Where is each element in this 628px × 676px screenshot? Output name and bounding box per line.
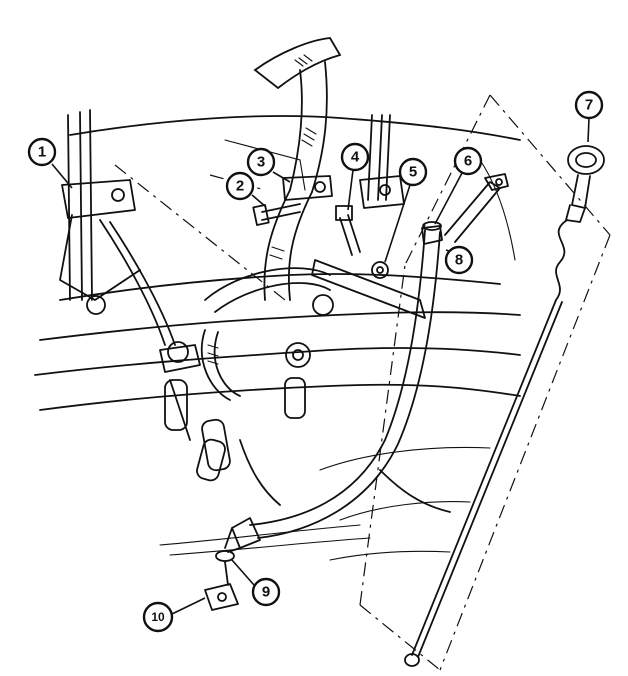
center-lines xyxy=(167,114,426,482)
seal-and-cap xyxy=(204,550,239,611)
svg-text:9: 9 xyxy=(262,584,270,601)
svg-text:4: 4 xyxy=(351,149,360,166)
svg-text:2: 2 xyxy=(236,178,244,195)
svg-text:5: 5 xyxy=(409,164,417,181)
callout-3: 3 xyxy=(246,147,276,177)
callout-7: 7 xyxy=(574,90,604,120)
callout-5: 5 xyxy=(398,157,428,187)
svg-text:10: 10 xyxy=(151,610,165,624)
callout-9: 9 xyxy=(251,577,281,607)
leader-lines xyxy=(51,117,590,615)
svg-text:6: 6 xyxy=(464,153,472,170)
svg-text:3: 3 xyxy=(257,154,265,171)
phantom-line xyxy=(209,174,266,191)
callout-6: 6 xyxy=(453,146,483,176)
phantom-line xyxy=(114,164,286,301)
bolt xyxy=(252,203,301,226)
phantom-plane xyxy=(359,94,611,671)
dipstick xyxy=(404,145,605,667)
dipstick-tube xyxy=(224,221,443,553)
left-bracket-assembly xyxy=(59,109,231,472)
callout-8: 8 xyxy=(444,245,474,275)
svg-text:1: 1 xyxy=(38,144,46,161)
callout-2: 2 xyxy=(225,171,255,201)
engine-block xyxy=(34,115,521,561)
svg-text:8: 8 xyxy=(455,252,463,269)
svg-text:7: 7 xyxy=(585,97,593,114)
callout-10: 10 xyxy=(142,601,174,633)
dipstick-bracket xyxy=(444,173,509,243)
hose-clamp xyxy=(282,175,333,201)
callout-1: 1 xyxy=(27,137,57,167)
callout-4: 4 xyxy=(340,142,370,172)
